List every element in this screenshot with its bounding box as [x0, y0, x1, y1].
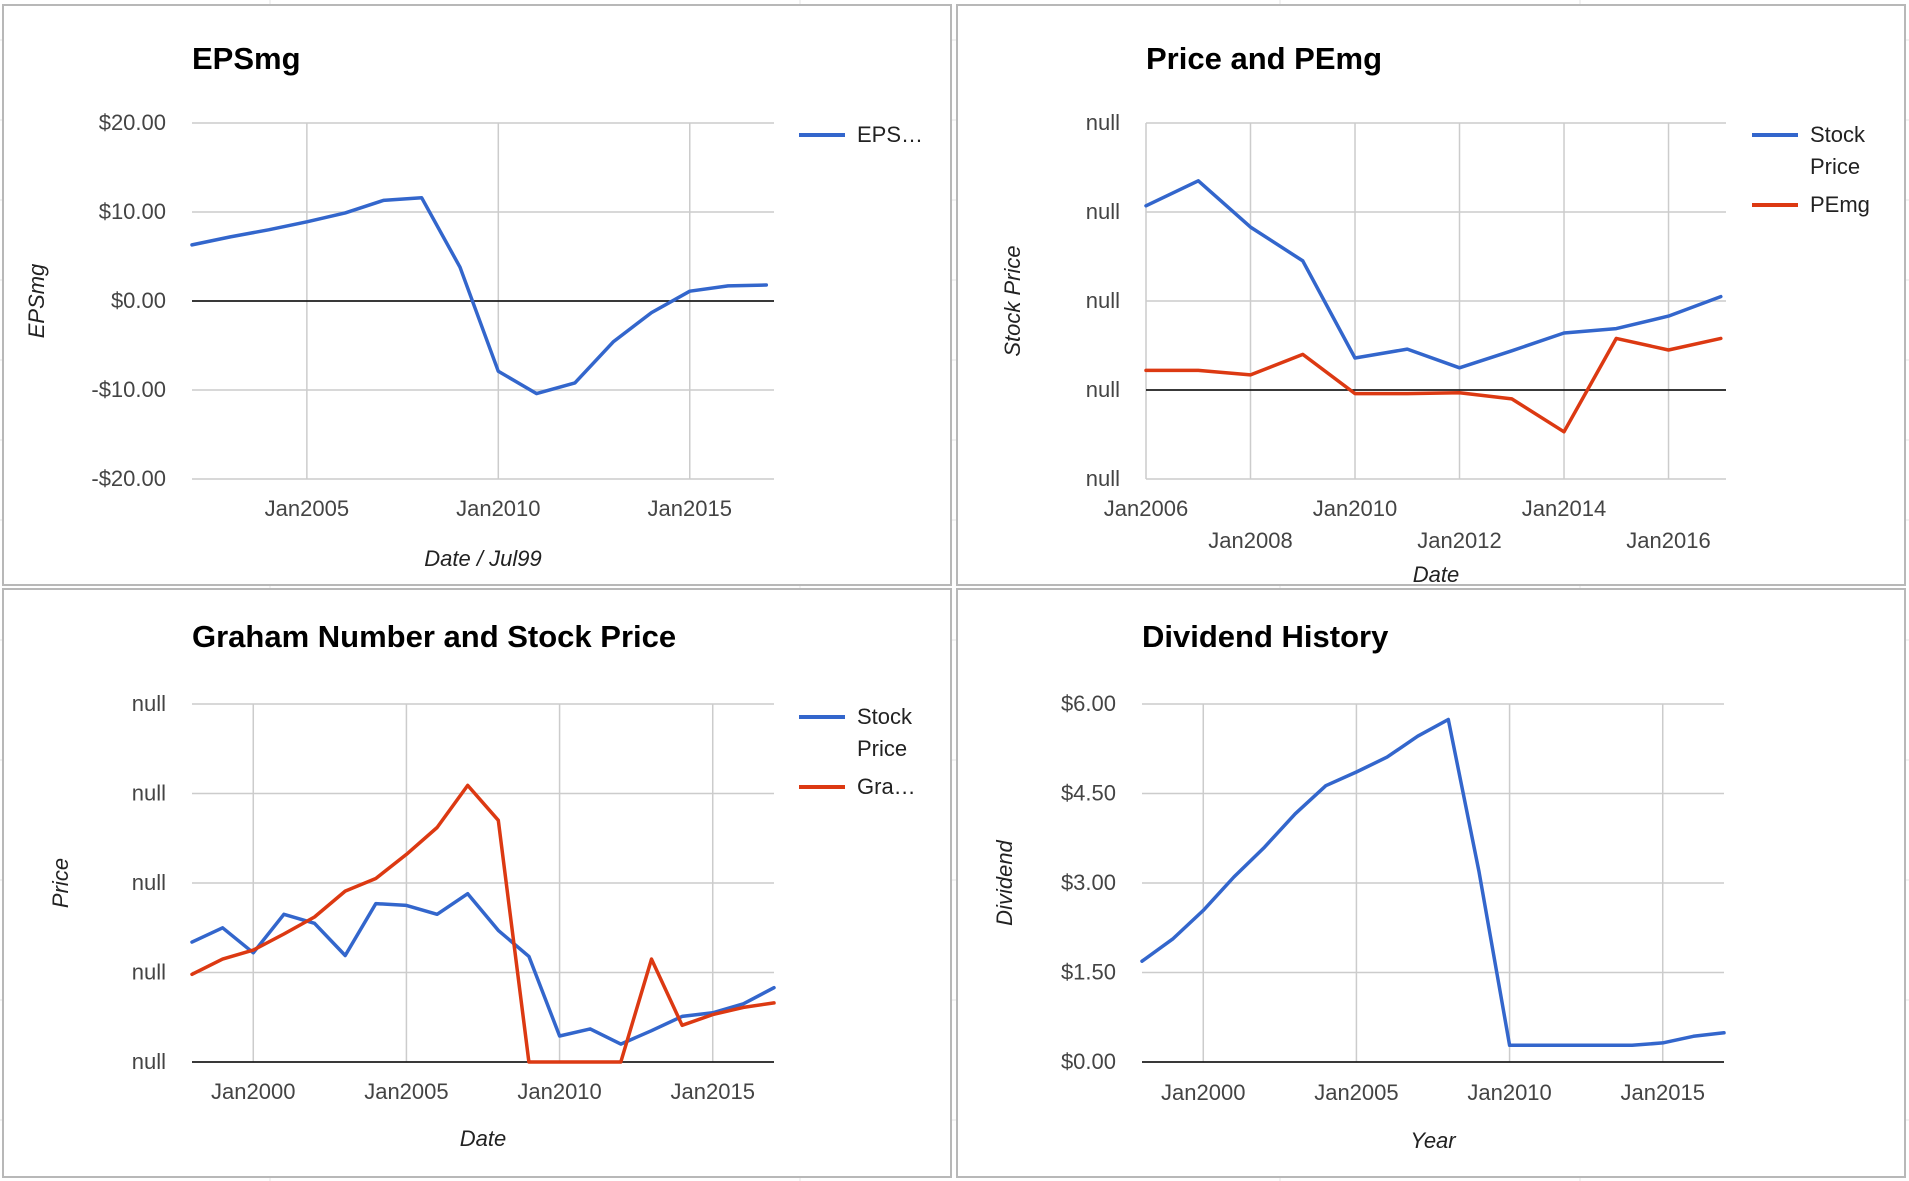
legend-label: Stock [857, 704, 913, 729]
y-tick-label: $4.50 [1061, 781, 1116, 806]
series-line-stock-price [190, 891, 776, 1046]
y-axis-title: Dividend [992, 839, 1017, 925]
x-tick-label: Jan2006 [1104, 496, 1188, 521]
y-tick-label: null [1086, 110, 1120, 135]
y-tick-label: null [132, 781, 166, 806]
y-tick-label: null [1086, 199, 1120, 224]
y-axis-title: Price [48, 858, 73, 908]
y-tick-label: $0.00 [111, 288, 166, 313]
y-axis-title: EPSmg [24, 263, 49, 338]
y-tick-label: -$10.00 [91, 377, 166, 402]
y-tick-label: $10.00 [99, 199, 166, 224]
x-tick-label: Jan2016 [1626, 528, 1710, 553]
series-line-series [1140, 717, 1726, 1048]
legend-label: Stock [1810, 122, 1866, 147]
x-tick-label: Jan2008 [1208, 528, 1292, 553]
y-tick-label: null [132, 960, 166, 985]
dividend-history-chart: Dividend History $6.00 $4.50 $3.00 $1.50 $0.0… [992, 619, 1726, 1153]
y-tick-label: $20.00 [99, 110, 166, 135]
chart-title: EPSmg [192, 41, 301, 76]
y-tick-label: null [132, 870, 166, 895]
y-tick-label: null [1086, 466, 1120, 491]
y-tick-label: null [1086, 377, 1120, 402]
x-tick-label: Jan2015 [671, 1079, 755, 1104]
y-tick-label: $1.50 [1061, 960, 1116, 985]
y-tick-label: null [1086, 288, 1120, 313]
y-tick-label: -$20.00 [91, 466, 166, 491]
series-line-pemg [1144, 336, 1723, 434]
chart-title: Graham Number and Stock Price [192, 619, 676, 654]
x-tick-label: Jan2005 [364, 1079, 448, 1104]
series-line-stock-price [1144, 179, 1723, 370]
y-tick-label: null [132, 1049, 166, 1074]
x-tick-label: Jan2010 [517, 1079, 601, 1104]
x-tick-label: Jan2000 [211, 1079, 295, 1104]
legend-label: Gra… [857, 774, 916, 799]
chart-title: Price and PEmg [1146, 41, 1382, 76]
legend-label: PEmg [1810, 192, 1870, 217]
x-tick-label: Jan2014 [1522, 496, 1606, 521]
x-axis-title: Date / Jul99 [424, 546, 541, 571]
x-axis-title: Date [1413, 562, 1459, 584]
legend-label: EPS… [857, 122, 923, 147]
chart-panel-price-and-pemg: Price and PEmg null null null null null Jan200… [956, 4, 1906, 586]
y-axis-title: Stock Price [1000, 245, 1025, 356]
x-axis-title: Year [1410, 1128, 1457, 1153]
chart-panel-graham-number: Graham Number and Stock Price null null nul… [2, 588, 952, 1178]
x-tick-label: Jan2005 [1314, 1080, 1398, 1105]
y-tick-label: $0.00 [1061, 1049, 1116, 1074]
x-tick-label: Jan2005 [265, 496, 349, 521]
chart-panel-dividend-history: Dividend History $6.00 $4.50 $3.00 $1.50 $0.0… [956, 588, 1906, 1178]
series-line-gra [190, 783, 776, 1064]
epsmg-chart: EPSmg $20.00 $10.00 $0.00 -$10.00 -$20.00 Jan2… [24, 41, 923, 571]
series-line-eps [190, 196, 769, 396]
x-axis-title: Date [460, 1126, 506, 1151]
chart-title: Dividend History [1142, 619, 1389, 654]
x-tick-label: Jan2015 [648, 496, 732, 521]
y-tick-label: $3.00 [1061, 870, 1116, 895]
legend-label: Price [857, 736, 907, 761]
x-tick-label: Jan2010 [1313, 496, 1397, 521]
x-tick-label: Jan2012 [1417, 528, 1501, 553]
x-tick-label: Jan2015 [1621, 1080, 1705, 1105]
x-tick-label: Jan2010 [456, 496, 540, 521]
price-and-pemg-chart: Price and PEmg null null null null null Jan200… [1000, 41, 1870, 584]
y-tick-label: null [132, 691, 166, 716]
x-tick-label: Jan2010 [1467, 1080, 1551, 1105]
x-tick-label: Jan2000 [1161, 1080, 1245, 1105]
legend-label: Price [1810, 154, 1860, 179]
chart-panel-epsmg: EPSmg $20.00 $10.00 $0.00 -$10.00 -$20.00 Jan2… [2, 4, 952, 586]
graham-number-chart: Graham Number and Stock Price null null nul… [48, 619, 916, 1151]
y-tick-label: $6.00 [1061, 691, 1116, 716]
